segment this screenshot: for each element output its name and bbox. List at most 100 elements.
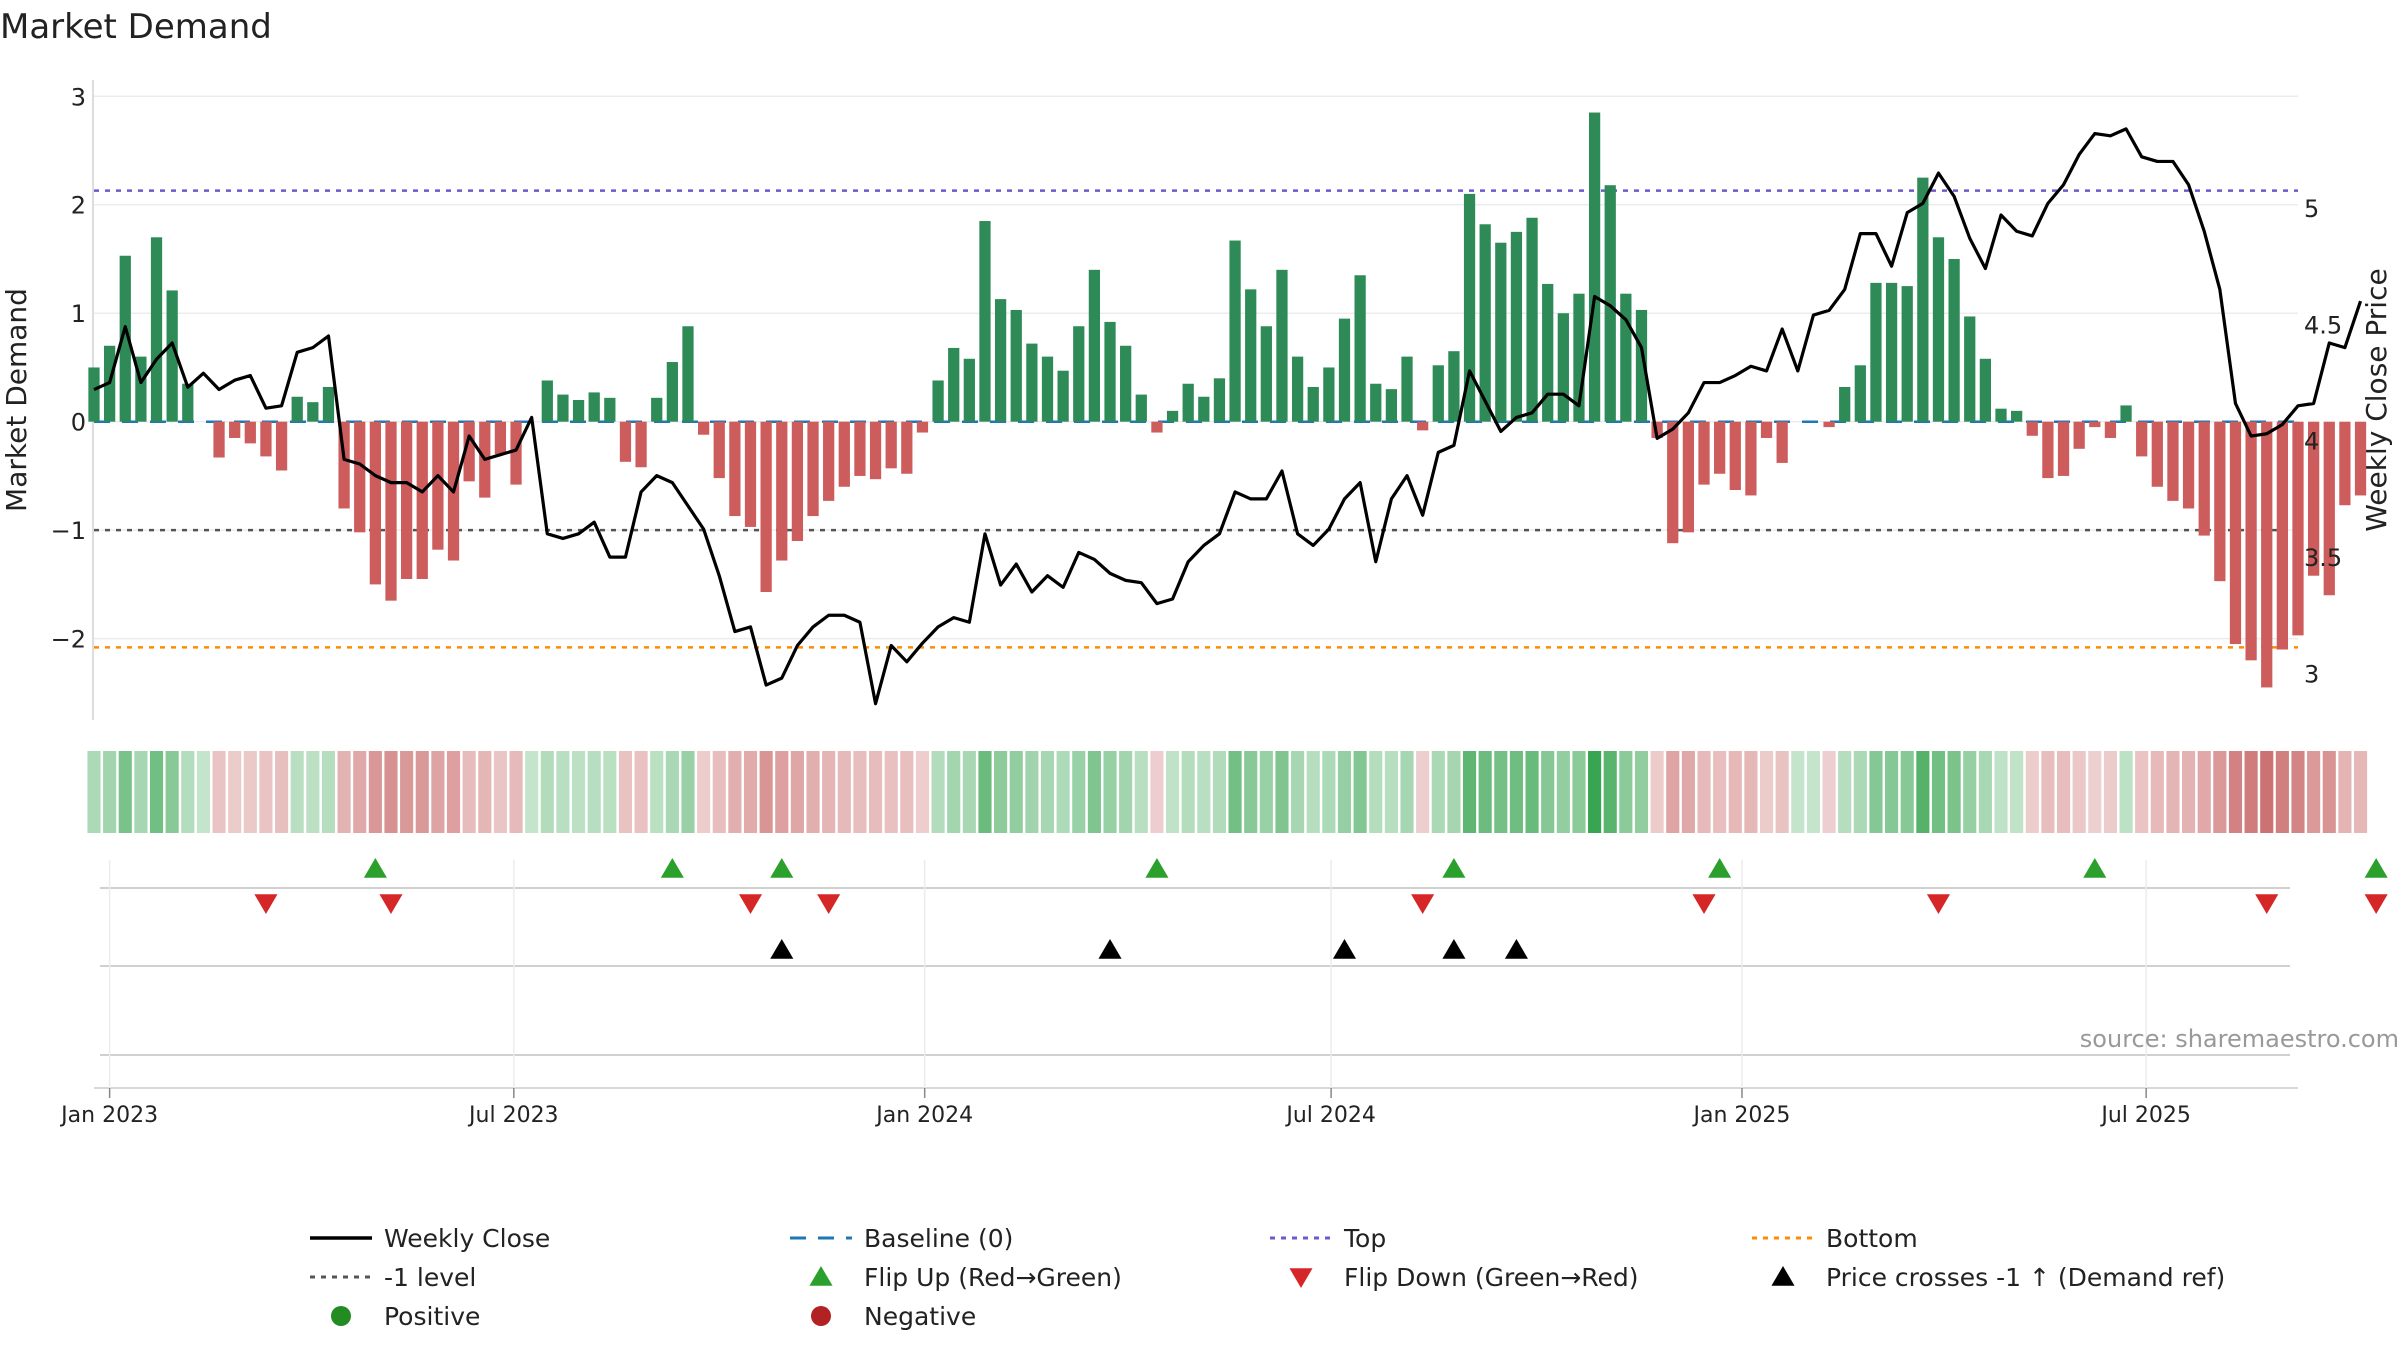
- heat-cell: [697, 751, 711, 833]
- demand-bar: [604, 397, 616, 422]
- heat-cell: [1806, 751, 1820, 833]
- heat-cell: [806, 751, 820, 833]
- demand-bar: [1463, 193, 1476, 422]
- demand-bar: [213, 421, 225, 458]
- demand-bar: [2011, 410, 2023, 422]
- heat-cell: [1978, 751, 1992, 833]
- demand-bar: [2057, 421, 2070, 476]
- heat-cell: [1791, 751, 1805, 833]
- legend-item: Flip Up (Red→Green): [809, 1263, 1122, 1292]
- heat-cell: [384, 751, 398, 833]
- demand-bar: [2151, 421, 2163, 487]
- demand-bar: [1104, 321, 1116, 422]
- y-axis-label-left: Market Demand: [0, 288, 33, 512]
- heat-cell: [1384, 751, 1398, 833]
- demand-bar: [588, 392, 600, 422]
- demand-bar: [572, 400, 585, 422]
- demand-bar: [510, 421, 522, 485]
- heat-cell: [2056, 751, 2071, 833]
- heat-cell: [228, 751, 242, 833]
- heat-cell: [2244, 751, 2258, 833]
- heat-cell: [931, 751, 945, 833]
- reference-lines: [94, 189, 2298, 649]
- demand-bar: [2354, 421, 2367, 496]
- heat-cell: [2322, 751, 2336, 833]
- heat-cell: [1212, 751, 1227, 833]
- demand-bar: [744, 421, 757, 527]
- legend-label: Positive: [384, 1302, 480, 1331]
- heat-cell: [1447, 751, 1461, 833]
- heat-cell: [884, 751, 898, 833]
- demand-bar: [1307, 386, 1319, 422]
- heat-cell: [1650, 751, 1664, 833]
- heat-cell: [321, 751, 336, 833]
- demand-bar: [729, 421, 741, 517]
- heat-cell: [181, 751, 195, 833]
- heat-cell: [1603, 751, 1617, 833]
- demand-bar: [1510, 231, 1523, 422]
- heat-cell: [2010, 751, 2024, 833]
- demand-bar: [994, 299, 1007, 422]
- heat-cell: [1869, 751, 1883, 833]
- heat-cell: [728, 751, 742, 833]
- flip-down-marker: [2255, 894, 2279, 914]
- demand-bar: [1901, 286, 1913, 422]
- demand-bar: [1229, 240, 1241, 422]
- flip-up-marker: [770, 858, 794, 878]
- demand-bar: [1870, 282, 1882, 422]
- heat-cell: [1588, 751, 1602, 833]
- heat-cell: [1963, 751, 1977, 833]
- heat-cell: [525, 751, 539, 833]
- demand-heat-strip: [87, 751, 2368, 833]
- demand-bar: [1291, 356, 1304, 422]
- heat-cell: [1619, 751, 1633, 833]
- heat-cell: [368, 751, 382, 833]
- demand-bar: [260, 421, 272, 457]
- demand-bar: [1760, 421, 1773, 438]
- heat-cell: [540, 751, 554, 833]
- heat-cell: [947, 751, 961, 833]
- heat-cell: [2025, 751, 2039, 833]
- demand-bar: [244, 421, 256, 444]
- x-axis-ticks: Jan 2023 Jul 2023 Jan 2024 Jul 2024 Jan 2025…: [59, 860, 2191, 1128]
- heat-cell: [712, 751, 726, 833]
- heat-cell: [1025, 751, 1039, 833]
- heat-cell: [118, 751, 132, 833]
- heat-cell: [1713, 751, 1727, 833]
- weekly-close-line: [93, 127, 2363, 706]
- heat-cell: [1040, 751, 1055, 833]
- demand-bar: [1854, 365, 1866, 422]
- price-cross-marker: [1098, 939, 1122, 959]
- flip-up-marker: [1442, 858, 1466, 878]
- demand-bar: [1526, 217, 1538, 422]
- demand-bar: [1166, 410, 1179, 422]
- heat-cell: [1900, 751, 1914, 833]
- demand-bar: [1698, 421, 1710, 485]
- heat-cell: [478, 751, 492, 833]
- demand-bar: [1010, 309, 1022, 422]
- demand-bar: [1026, 343, 1038, 422]
- demand-bar: [166, 290, 178, 422]
- heat-cell: [2041, 751, 2055, 833]
- demand-bar: [416, 421, 428, 579]
- heat-cell: [1291, 751, 1305, 833]
- demand-bar: [1714, 421, 1726, 474]
- demand-bar: [619, 421, 632, 462]
- demand-bar: [838, 421, 850, 487]
- heat-cell: [1885, 751, 1899, 833]
- price-cross-marker: [770, 939, 794, 959]
- legend-label: Top: [1343, 1224, 1386, 1253]
- heat-cell: [681, 751, 695, 833]
- demand-bar: [901, 421, 913, 474]
- heat-cell: [2166, 751, 2180, 833]
- flip-down-marker: [817, 894, 841, 914]
- demand-bar: [1588, 112, 1601, 422]
- heat-cell: [1322, 751, 1336, 833]
- demand-bar: [1385, 389, 1398, 422]
- demand-bar: [150, 237, 163, 422]
- x-tick-label: Jan 2025: [1692, 1103, 1791, 1128]
- demand-bar: [1917, 177, 1929, 422]
- flip-down-marker: [738, 894, 763, 914]
- heat-cell: [1056, 751, 1070, 833]
- flip-up-marker: [363, 858, 387, 878]
